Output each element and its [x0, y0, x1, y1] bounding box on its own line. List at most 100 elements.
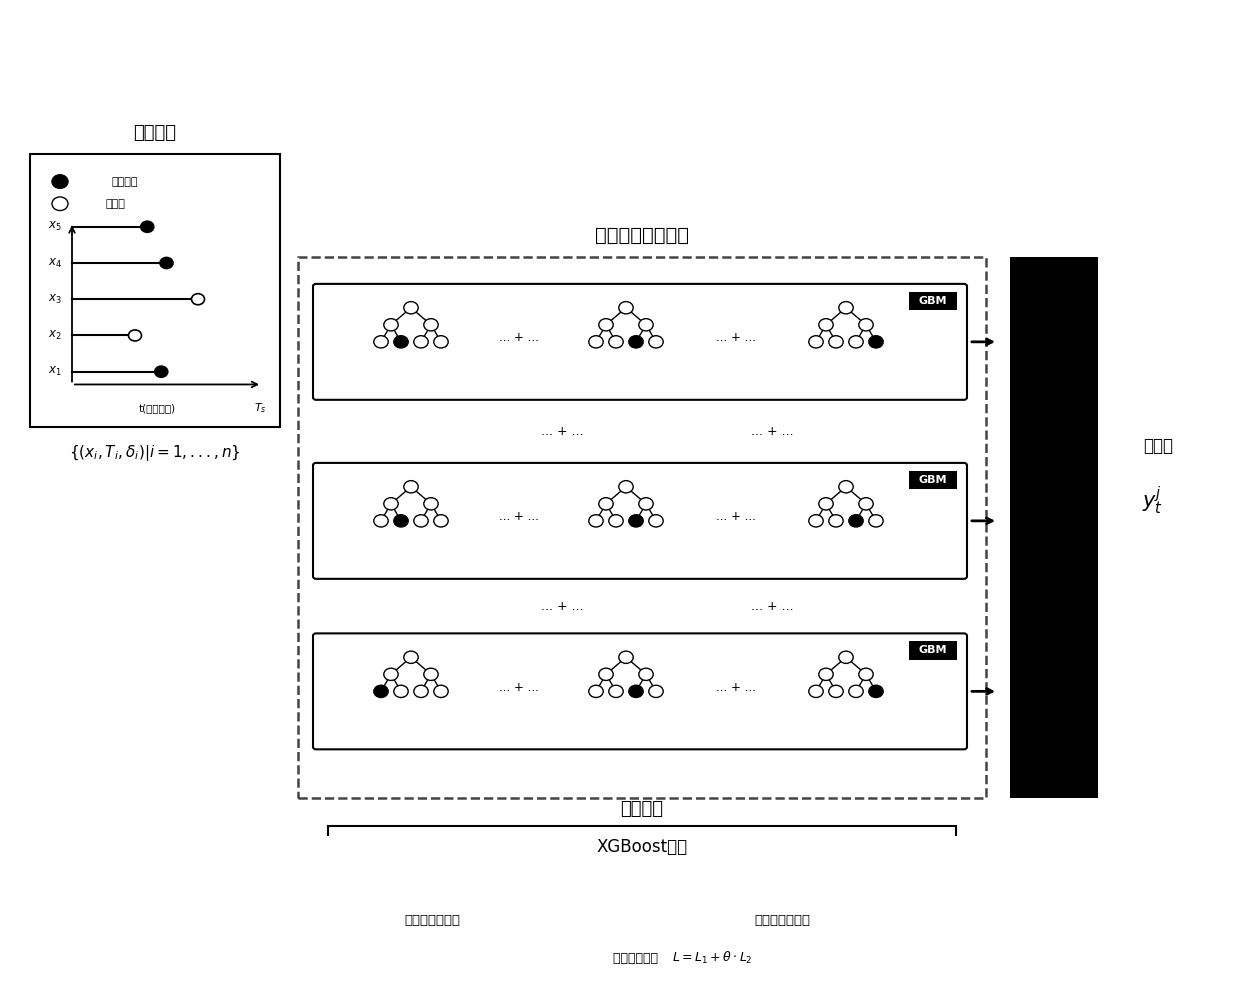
Circle shape — [609, 515, 624, 527]
Text: 优化损失函数: 优化损失函数 — [613, 952, 662, 964]
Circle shape — [818, 319, 833, 331]
Circle shape — [394, 515, 408, 527]
Circle shape — [191, 293, 205, 305]
Circle shape — [384, 497, 398, 510]
Bar — [1011, 257, 1097, 798]
Text: ... + ...: ... + ... — [750, 599, 794, 612]
Circle shape — [394, 336, 408, 348]
Circle shape — [589, 685, 603, 697]
Bar — [298, 886, 986, 981]
Circle shape — [404, 301, 418, 314]
Text: ... + ...: ... + ... — [498, 331, 538, 344]
Circle shape — [869, 515, 883, 527]
Text: $L = L_1 + \theta \cdot L_2$: $L = L_1 + \theta \cdot L_2$ — [672, 951, 753, 966]
Text: ... + ...: ... + ... — [498, 510, 538, 523]
Text: ... + ...: ... + ... — [715, 510, 756, 523]
Circle shape — [599, 497, 614, 510]
Circle shape — [373, 515, 388, 527]
Text: ... + ...: ... + ... — [498, 681, 538, 694]
Circle shape — [52, 175, 68, 188]
Circle shape — [619, 651, 634, 663]
Text: ... + ...: ... + ... — [715, 681, 756, 694]
Text: 一阶梯度表达式: 一阶梯度表达式 — [404, 914, 460, 927]
FancyBboxPatch shape — [312, 463, 967, 579]
Circle shape — [373, 685, 388, 697]
Circle shape — [599, 319, 614, 331]
Circle shape — [599, 668, 614, 681]
Circle shape — [434, 515, 448, 527]
Text: $T_s$: $T_s$ — [254, 401, 267, 415]
Circle shape — [859, 668, 873, 681]
Circle shape — [394, 685, 408, 697]
Circle shape — [838, 481, 853, 492]
Bar — [909, 471, 957, 490]
Circle shape — [373, 336, 388, 348]
Circle shape — [404, 651, 418, 663]
Circle shape — [818, 497, 833, 510]
Text: 二阶梯度表达式: 二阶梯度表达式 — [754, 914, 810, 927]
Circle shape — [434, 685, 448, 697]
Text: ... + ...: ... + ... — [541, 599, 583, 612]
Circle shape — [649, 336, 663, 348]
Circle shape — [649, 685, 663, 697]
Circle shape — [434, 336, 448, 348]
Circle shape — [589, 336, 603, 348]
Circle shape — [849, 336, 863, 348]
Bar — [316, 943, 968, 981]
Circle shape — [424, 319, 438, 331]
Circle shape — [828, 336, 843, 348]
Circle shape — [869, 336, 883, 348]
Circle shape — [629, 336, 644, 348]
Bar — [320, 901, 546, 941]
Circle shape — [619, 301, 634, 314]
Bar — [298, 257, 986, 798]
Circle shape — [414, 336, 428, 348]
Bar — [909, 291, 957, 310]
Circle shape — [808, 515, 823, 527]
Bar — [329, 826, 956, 869]
Circle shape — [384, 319, 398, 331]
Text: 事件发生: 事件发生 — [112, 177, 138, 186]
Circle shape — [619, 481, 634, 492]
Text: $x_1$: $x_1$ — [48, 365, 62, 379]
Bar — [30, 154, 280, 427]
Circle shape — [849, 515, 863, 527]
Circle shape — [818, 668, 833, 681]
Circle shape — [404, 481, 418, 492]
Text: 观测数据: 观测数据 — [134, 124, 176, 142]
Circle shape — [808, 336, 823, 348]
Text: ... + ...: ... + ... — [541, 425, 583, 438]
Circle shape — [828, 685, 843, 697]
Circle shape — [629, 685, 644, 697]
Circle shape — [649, 515, 663, 527]
Circle shape — [384, 668, 398, 681]
Circle shape — [838, 301, 853, 314]
FancyBboxPatch shape — [312, 284, 967, 400]
Text: $y_t^j$: $y_t^j$ — [1142, 484, 1163, 517]
Circle shape — [828, 515, 843, 527]
Text: t(观测时间): t(观测时间) — [139, 403, 176, 413]
Circle shape — [141, 222, 154, 232]
Circle shape — [155, 366, 167, 378]
Circle shape — [52, 197, 68, 211]
Text: ... + ...: ... + ... — [715, 331, 756, 344]
Text: XGBoost框架: XGBoost框架 — [596, 839, 687, 856]
Circle shape — [639, 497, 653, 510]
Text: $x_3$: $x_3$ — [48, 292, 62, 306]
Circle shape — [629, 515, 644, 527]
Text: GBM: GBM — [919, 645, 947, 655]
Circle shape — [414, 685, 428, 697]
FancyBboxPatch shape — [312, 634, 967, 749]
Circle shape — [160, 257, 174, 269]
Circle shape — [609, 685, 624, 697]
Circle shape — [849, 685, 863, 697]
Circle shape — [414, 515, 428, 527]
Bar — [909, 641, 957, 660]
Circle shape — [859, 497, 873, 510]
FancyBboxPatch shape — [325, 959, 506, 981]
Circle shape — [859, 319, 873, 331]
Text: 右删失: 右删失 — [105, 199, 125, 209]
Text: $\{(x_i, T_i, \delta_i)|i=1,...,n\}$: $\{(x_i, T_i, \delta_i)|i=1,...,n\}$ — [69, 442, 241, 463]
Text: 训练建模: 训练建模 — [620, 800, 663, 817]
Text: GBM: GBM — [919, 475, 947, 485]
